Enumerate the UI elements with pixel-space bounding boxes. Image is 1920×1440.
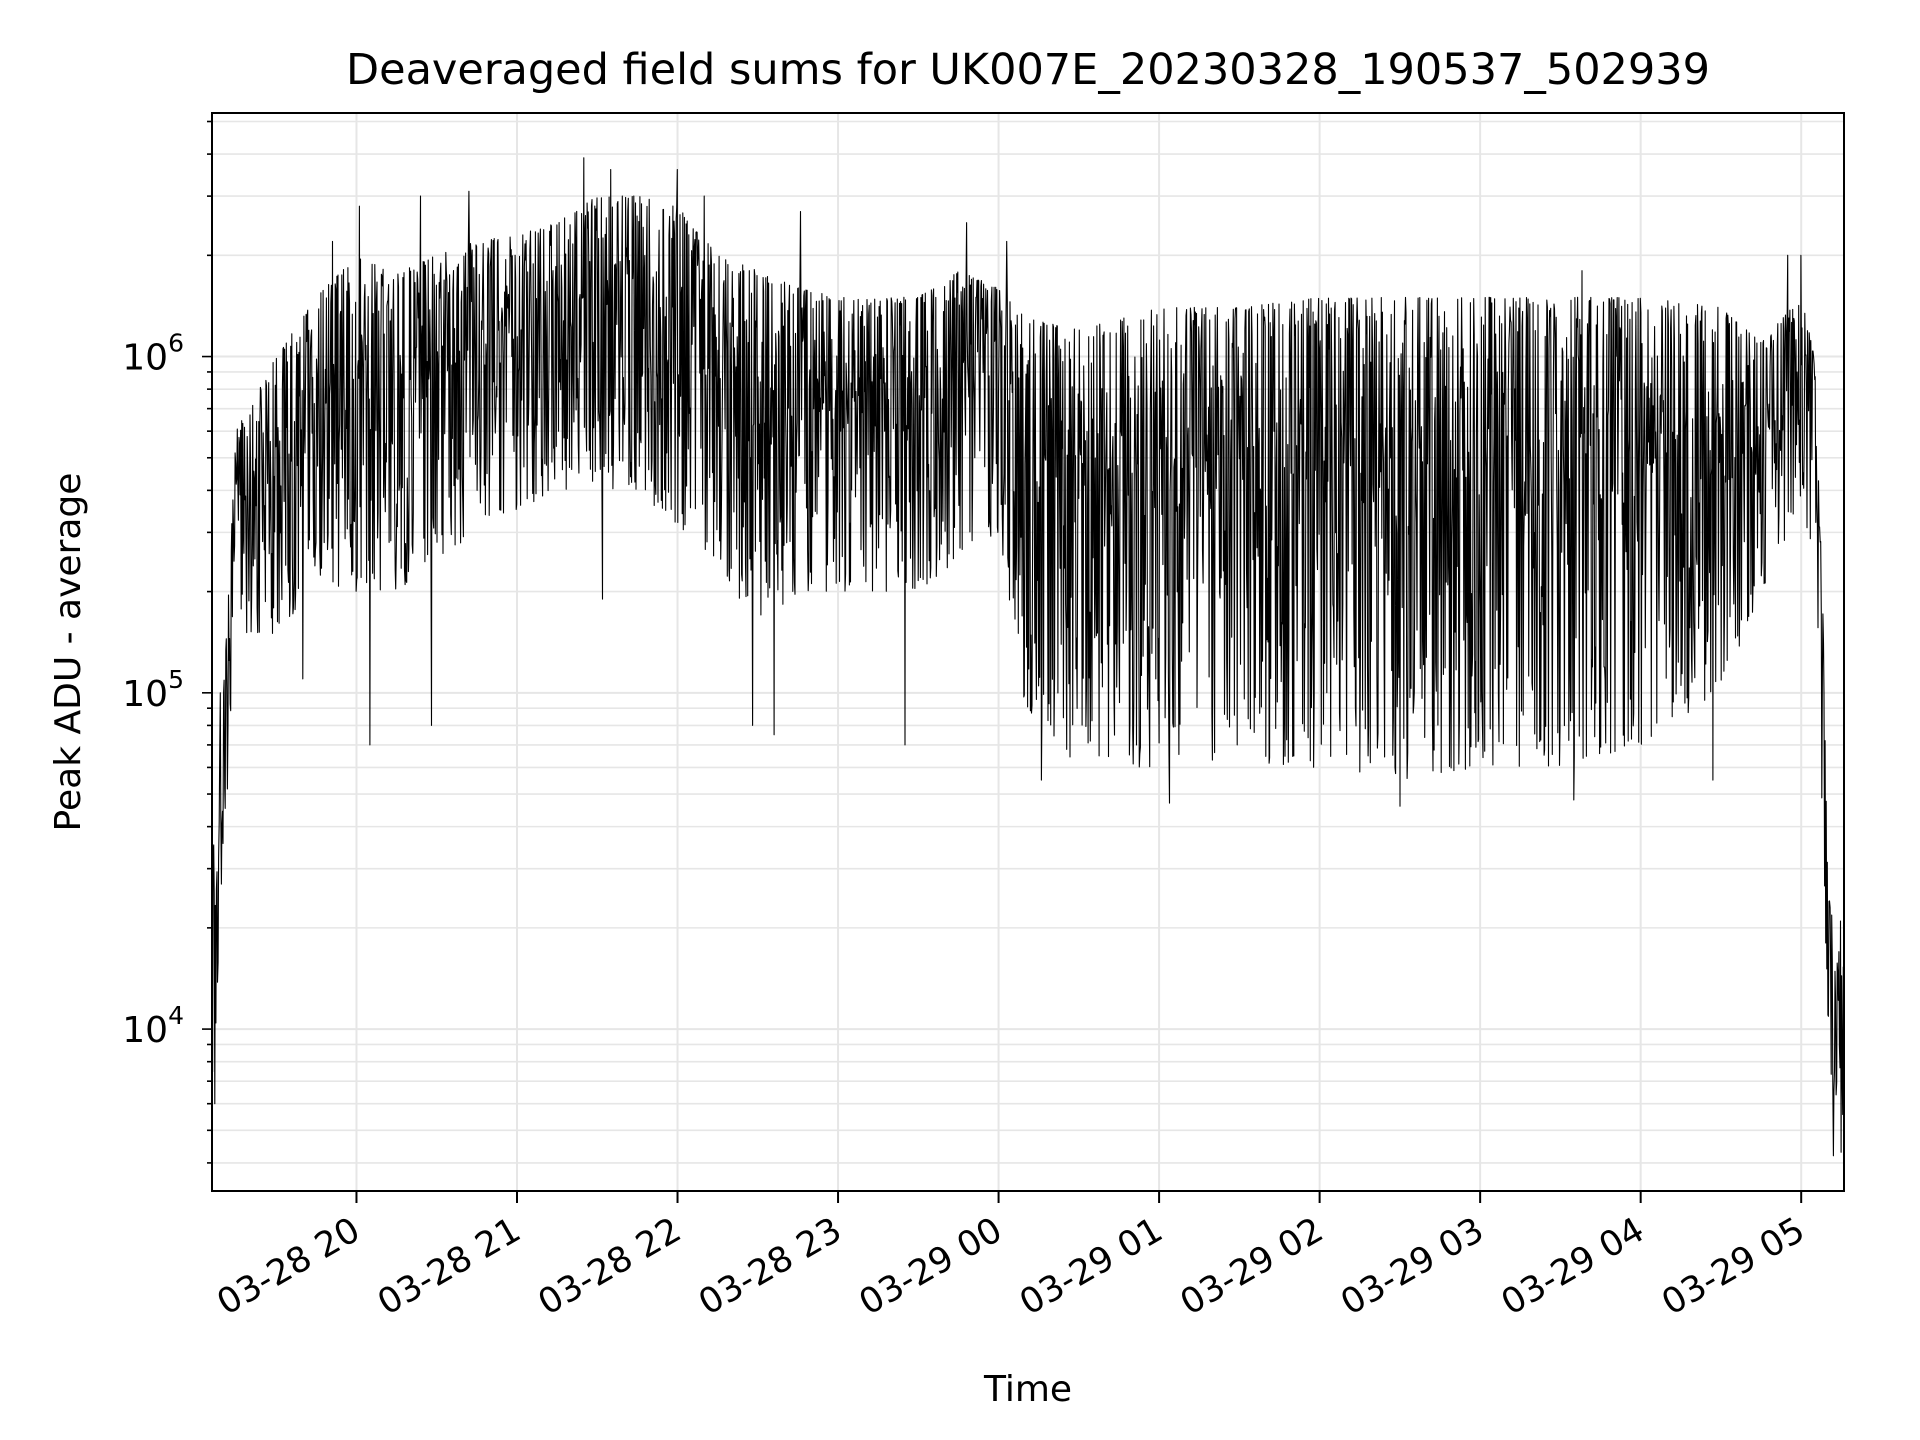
chart-title: Deaveraged field sums for UK007E_2023032… xyxy=(346,45,1710,95)
series-line xyxy=(211,157,1845,1157)
x-axis-label: Time xyxy=(983,1369,1072,1410)
y-axis-label: Peak ADU - average xyxy=(48,473,89,832)
y-tick-label: 105 xyxy=(122,665,184,715)
plot-frame xyxy=(211,112,1845,1192)
y-tick-label: 106 xyxy=(122,329,184,379)
series-path xyxy=(211,157,1845,1157)
y-axis: 104 105 106 xyxy=(122,120,212,1164)
y-tick-label: 104 xyxy=(122,1001,184,1051)
